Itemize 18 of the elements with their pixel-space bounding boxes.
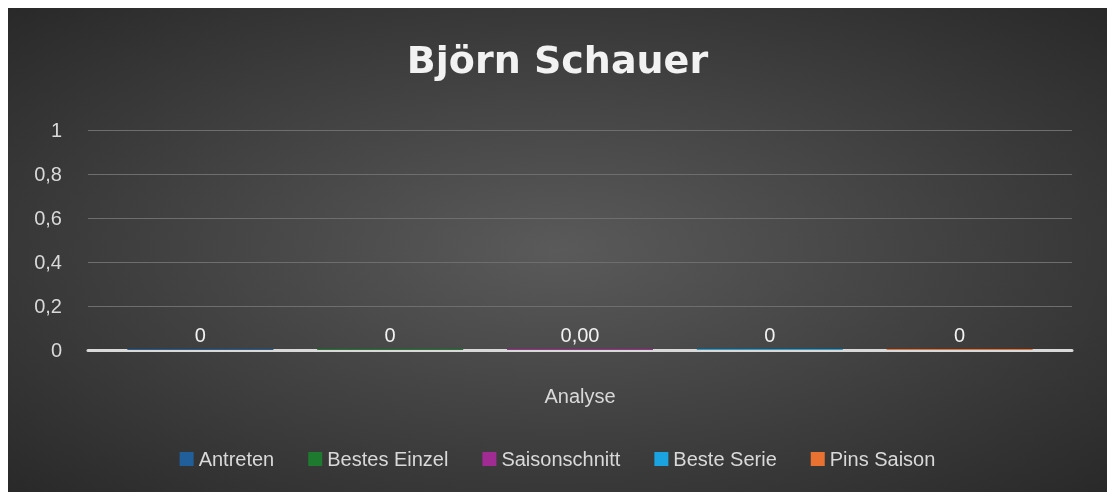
x-axis-title: Analyse bbox=[544, 385, 616, 407]
chart-title: Björn Schauer bbox=[406, 38, 709, 82]
legend-label: Antreten bbox=[198, 448, 275, 470]
legend-label: Bestes Einzel bbox=[327, 448, 449, 470]
y-tick-label: 0 bbox=[50, 339, 62, 361]
legend-label: Beste Serie bbox=[673, 448, 777, 470]
y-tick-label: 0,4 bbox=[34, 251, 62, 273]
y-tick-label: 0,6 bbox=[34, 207, 62, 229]
data-label: 0,00 bbox=[560, 324, 600, 346]
data-label: 0 bbox=[764, 324, 776, 346]
y-tick-label: 0,2 bbox=[34, 295, 62, 317]
legend-label: Saisonschnitt bbox=[501, 448, 621, 470]
y-tick-label: 0,8 bbox=[34, 163, 62, 185]
y-tick-label: 1 bbox=[50, 119, 62, 141]
data-label: 0 bbox=[384, 324, 396, 346]
data-label: 0 bbox=[194, 324, 206, 346]
data-label: 0 bbox=[954, 324, 966, 346]
legend-label: Pins Saison bbox=[829, 448, 936, 470]
